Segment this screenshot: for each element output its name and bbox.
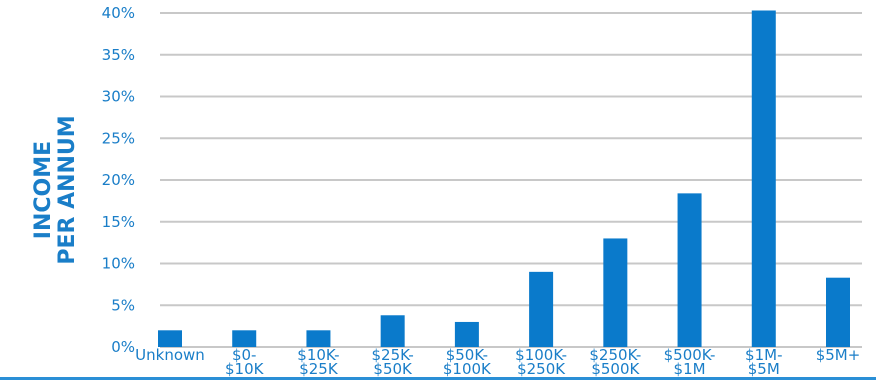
bar [158,330,182,347]
x-tick-label: $250K-$500K [589,346,641,378]
x-tick-label-line: $5M+ [816,346,861,364]
y-tick-label: 0% [111,338,135,356]
x-tick-label-line: $10K- [297,346,339,364]
x-tick-label: $500K-$1M [664,346,716,378]
bar [380,315,405,347]
x-tick-label-line: $25K [299,360,339,378]
x-tick-label: $10K-$25K [297,346,339,378]
x-tick-label-line: $250K- [589,346,641,364]
x-tick-label: $5M+ [816,346,861,364]
x-tick-label: $25K-$50K [372,346,414,378]
bar [232,330,257,347]
x-tick-label-line: $100K [443,360,492,378]
y-tick-label: 20% [102,171,135,189]
y-tick-label: 40% [102,4,135,22]
x-tick-label-line: $50K- [446,346,488,364]
x-tick-label: Unknown [135,346,205,364]
bottom-accent-bar [0,377,876,380]
x-tick-label-line: $25K- [372,346,414,364]
x-tick-label-line: $50K [373,360,413,378]
y-tick-label: 5% [111,296,135,314]
x-tick-label-line: $500K [591,360,640,378]
x-tick-label-line: Unknown [135,346,205,364]
x-tick-label-line: $5M [748,360,780,378]
x-tick-label: $0-$10K [225,346,265,378]
x-tick-label-line: $1M [674,360,706,378]
x-tick-label-line: $1M- [745,346,782,364]
x-tick-label-line: $0- [232,346,257,364]
x-tick-label-line: $10K [225,360,265,378]
y-tick-label: 30% [102,88,135,106]
bar [454,321,479,347]
bar [677,193,702,347]
y-tick-label: 35% [102,46,135,64]
y-axis-title-line: PER ANNUM [55,115,80,264]
bar [751,10,776,348]
x-tick-label: $1M-$5M [745,346,782,378]
bar [603,238,628,347]
x-tick-label-line: $100K- [515,346,567,364]
bar [826,277,850,347]
y-axis-title: INCOMEPER ANNUM [31,115,80,264]
bar [529,271,554,347]
y-tick-label: 15% [102,213,135,231]
y-axis-title-line: INCOME [31,141,56,239]
bar [306,330,331,347]
y-tick-label: 25% [102,129,135,147]
x-tick-label: $100K-$250K [515,346,567,378]
x-tick-label-line: $500K- [664,346,716,364]
x-tick-label: $50K-$100K [443,346,492,378]
x-tick-label-line: $250K [517,360,566,378]
y-tick-label: 10% [102,255,135,273]
